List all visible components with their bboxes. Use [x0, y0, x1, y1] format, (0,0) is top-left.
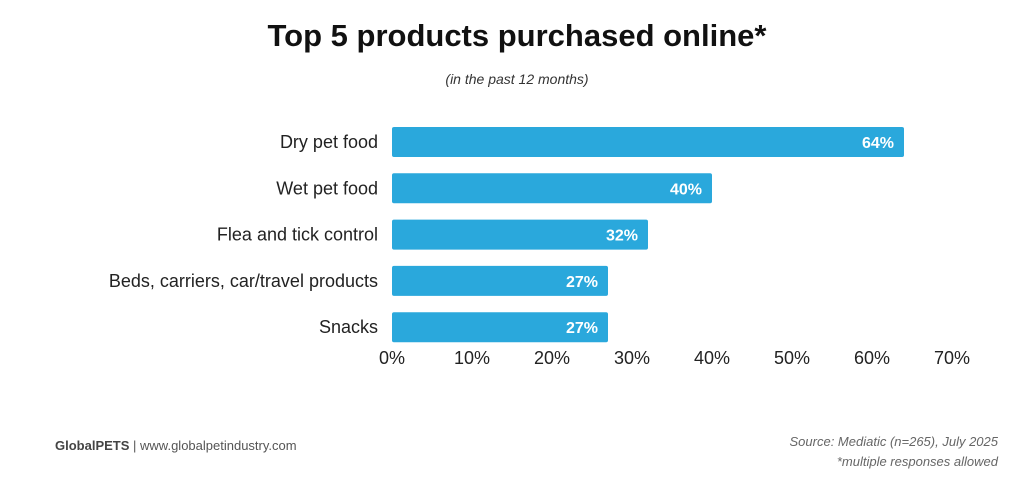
data-label: 27%	[566, 274, 598, 291]
category-label: Flea and tick control	[217, 225, 378, 245]
category-label: Wet pet food	[276, 178, 378, 198]
bar	[392, 127, 904, 157]
data-label: 64%	[862, 135, 894, 152]
x-tick-label: 30%	[614, 348, 650, 368]
bar	[392, 219, 648, 250]
category-label: Dry pet food	[280, 132, 378, 152]
footer-brand: GlobalPETS | www.globalpetindustry.com	[55, 438, 297, 453]
data-label: 40%	[670, 181, 702, 198]
bar	[392, 173, 712, 204]
brand-name: GlobalPETS	[55, 438, 130, 453]
x-tick-label: 60%	[854, 348, 890, 368]
footer-source: Source: Mediatic (n=265), July 2025 *mult…	[790, 432, 998, 472]
category-label: Snacks	[319, 317, 378, 337]
source-text: Source: Mediatic (n=265), July 2025	[789, 434, 998, 449]
bar	[392, 265, 608, 296]
category-label: Beds, carriers, car/travel products	[109, 271, 378, 291]
x-tick-label: 20%	[534, 348, 570, 368]
x-tick-label: 10%	[454, 348, 490, 368]
bar	[392, 312, 608, 343]
x-tick-label: 40%	[694, 348, 730, 368]
x-tick-label: 50%	[774, 348, 810, 368]
x-tick-label: 0%	[379, 348, 405, 368]
data-label: 27%	[566, 320, 598, 337]
footnote: *multiple responses allowed	[836, 454, 998, 469]
website-link: www.globalpetindustry.com	[140, 438, 297, 453]
chart-title: Top 5 products purchased online*	[267, 18, 767, 53]
chart-subtitle: (in the past 12 months)	[445, 71, 589, 87]
data-label: 32%	[606, 228, 638, 245]
x-tick-label: 70%	[934, 348, 970, 368]
